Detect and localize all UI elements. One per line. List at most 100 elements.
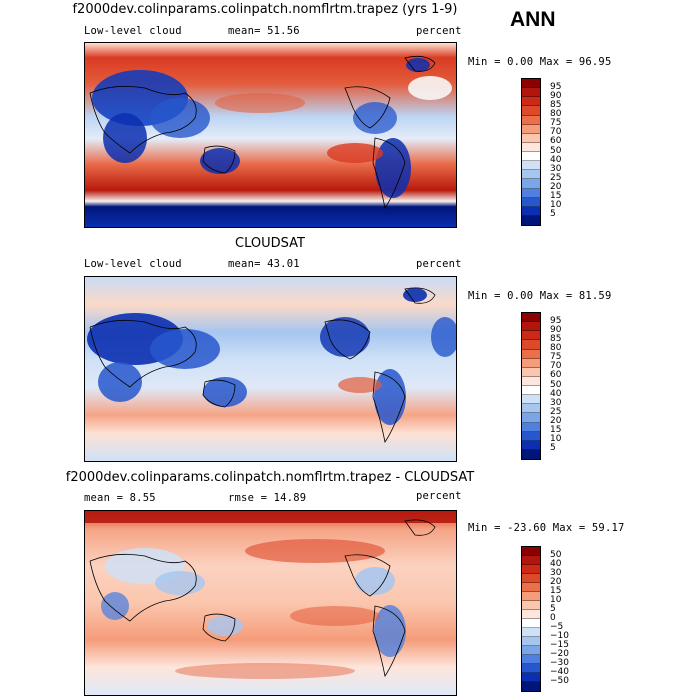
- panel1-colorbar-tick-label: 50: [550, 145, 562, 156]
- panel1-colorbar-tick-label: 75: [550, 118, 562, 129]
- panel2-colorbar-swatch: [522, 422, 540, 432]
- panel2-colorbar-ticks: 95 90 85 80 75 70 60 50 40 30 25 20 15 10 5: [550, 312, 580, 460]
- panel1-colorbar-swatch: [522, 197, 540, 207]
- panel2-colorbar-tick-label: 15: [550, 425, 562, 436]
- panel2-colorbar-tick-label: 90: [550, 324, 562, 335]
- panel3-colorbar-swatch: [522, 592, 540, 601]
- panel1-colorbar-swatch: [522, 115, 540, 125]
- panel1-colorbar-tick-label: 40: [550, 154, 562, 165]
- panel1-colorbar-swatch: [522, 188, 540, 198]
- panel2-mean-label: mean= 43.01: [228, 258, 300, 270]
- panel1-colorbar-tick-label: 25: [550, 172, 562, 183]
- panel2-colorbar-swatch: [522, 431, 540, 441]
- panel1-colorbar-swatch: [522, 142, 540, 152]
- panel3-colorbar-swatch: [522, 655, 540, 664]
- panel3-colorbar-tick-label: 20: [550, 576, 562, 587]
- panel1-colorbar-swatch: [522, 124, 540, 134]
- panel2-colorbar-swatch: [522, 340, 540, 350]
- panel3-colorbar-tick-label: 50: [550, 549, 562, 560]
- panel1-colorbar-tick-label: 70: [550, 127, 562, 138]
- panel1-colorbar-tick-label: 80: [550, 109, 562, 119]
- panel1-colorbar-swatch: [522, 215, 540, 225]
- panel2-colorbar-swatch: [522, 395, 540, 405]
- panel2-colorbar-tick-label: 20: [550, 416, 562, 426]
- panel2-colorbar-swatch: [522, 367, 540, 377]
- panel1-colorbar-swatch: [522, 88, 540, 98]
- panel1-title: f2000dev.colinparams.colinpatch.nomflrtm…: [72, 2, 458, 17]
- panel1-colorbar-tick-label: 90: [550, 90, 562, 101]
- panel2-colorbar-swatch: [522, 413, 540, 423]
- panel3-colorbar-swatch: [522, 628, 540, 637]
- panel1-colorbar-swatch: [522, 97, 540, 107]
- panel1-colorbar-swatch: [522, 179, 540, 189]
- panel1-colorbar-tick-label: 20: [550, 182, 562, 192]
- panel3-colorbar-tick-label: −15: [550, 639, 569, 650]
- panel1-map: [84, 42, 457, 228]
- panel3-minmax-label: Min = -23.60 Max = 59.17: [468, 522, 625, 534]
- panel3-colorbar-swatch: [522, 574, 540, 583]
- panel1-minmax-label: Min = 0.00 Max = 96.95: [468, 56, 612, 68]
- panel2-colorbar-swatch: [522, 331, 540, 341]
- panel3-units-label: percent: [416, 490, 462, 502]
- panel3-colorbar-tick-label: −20: [550, 648, 569, 659]
- panel1-mean-label: mean= 51.56: [228, 25, 300, 37]
- panel1-variable-label: Low-level cloud: [84, 25, 182, 37]
- panel1-colorbar-swatch: [522, 79, 540, 89]
- panel3-colorbar-tick-label: 40: [550, 558, 562, 569]
- panel1-colorbar-tick-label: 60: [550, 136, 562, 147]
- panel2-colorbar-swatch: [522, 440, 540, 450]
- panel2-colorbar-swatch: [522, 322, 540, 332]
- panel3-colorbar-tick-label: 15: [550, 585, 562, 596]
- panel1-units-label: percent: [416, 25, 462, 37]
- panel3-colorbar-tick-label: 30: [550, 567, 562, 578]
- panel3-rmse-label: rmse = 14.89: [228, 492, 307, 504]
- panel3-colorbar-tick-label: 5: [550, 603, 556, 614]
- panel1-colorbar-tick-label: 30: [550, 163, 562, 174]
- panel2-colorbar-tick-label: 70: [550, 361, 562, 372]
- panel3-colorbar-tick-label: 0: [550, 612, 556, 623]
- panel2-colorbar-tick-label: 85: [550, 333, 562, 344]
- panel3-colorbar-swatch: [522, 682, 540, 691]
- panel3-colorbar-swatch: [522, 637, 540, 646]
- panel2-title: CLOUDSAT: [235, 236, 305, 251]
- panel2-colorbar-tick-label: 40: [550, 388, 562, 399]
- panel3-colorbar-swatch: [522, 610, 540, 619]
- panel3-mean-label: mean = 8.55: [84, 492, 156, 504]
- panel3-colorbar: [521, 546, 541, 692]
- panel2-minmax-label: Min = 0.00 Max = 81.59: [468, 290, 612, 302]
- panel1-colorbar-tick-label: 5: [550, 209, 556, 220]
- panel2-colorbar-tick-label: 80: [550, 343, 562, 353]
- panel1-colorbar-swatch: [522, 161, 540, 171]
- panel2-units-label: percent: [416, 258, 462, 270]
- panel2-colorbar-tick-label: 10: [550, 434, 562, 445]
- panel1-colorbar-tick-label: 95: [550, 81, 562, 92]
- panel2-colorbar-tick-label: 95: [550, 315, 562, 326]
- panel2-colorbar-swatch: [522, 386, 540, 396]
- panel3-colorbar-swatch: [522, 646, 540, 655]
- panel2-map-plot: [85, 277, 456, 461]
- panel2-variable-label: Low-level cloud: [84, 258, 182, 270]
- panel3-title: f2000dev.colinparams.colinpatch.nomflrtm…: [65, 470, 475, 485]
- panel1-colorbar-swatch: [522, 133, 540, 143]
- panel2-colorbar-swatch: [522, 349, 540, 359]
- panel2-colorbar-swatch: [522, 313, 540, 323]
- panel2-colorbar-tick-label: 50: [550, 379, 562, 390]
- panel1-colorbar-swatch: [522, 152, 540, 162]
- panel2-colorbar-swatch: [522, 404, 540, 414]
- panel2-colorbar-swatch: [522, 376, 540, 386]
- panel1-colorbar: [521, 78, 541, 226]
- panel1-colorbar-swatch: [522, 170, 540, 180]
- panel3-colorbar-swatch: [522, 601, 540, 610]
- panel2-colorbar-tick-label: 25: [550, 406, 562, 417]
- panel3-colorbar-swatch: [522, 664, 540, 673]
- panel3-colorbar-swatch: [522, 547, 540, 556]
- panel3-colorbar-tick-label: −30: [550, 657, 569, 668]
- panel2-colorbar-swatch: [522, 358, 540, 368]
- panel2-colorbar-tick-label: 60: [550, 370, 562, 381]
- panel1-map-plot: [85, 43, 456, 227]
- panel1-colorbar-swatch: [522, 106, 540, 116]
- panel3-colorbar-tick-label: 10: [550, 594, 562, 605]
- panel2-colorbar: [521, 312, 541, 460]
- panel3-colorbar-swatch: [522, 556, 540, 565]
- panel3-colorbar-tick-label: −5: [550, 621, 564, 632]
